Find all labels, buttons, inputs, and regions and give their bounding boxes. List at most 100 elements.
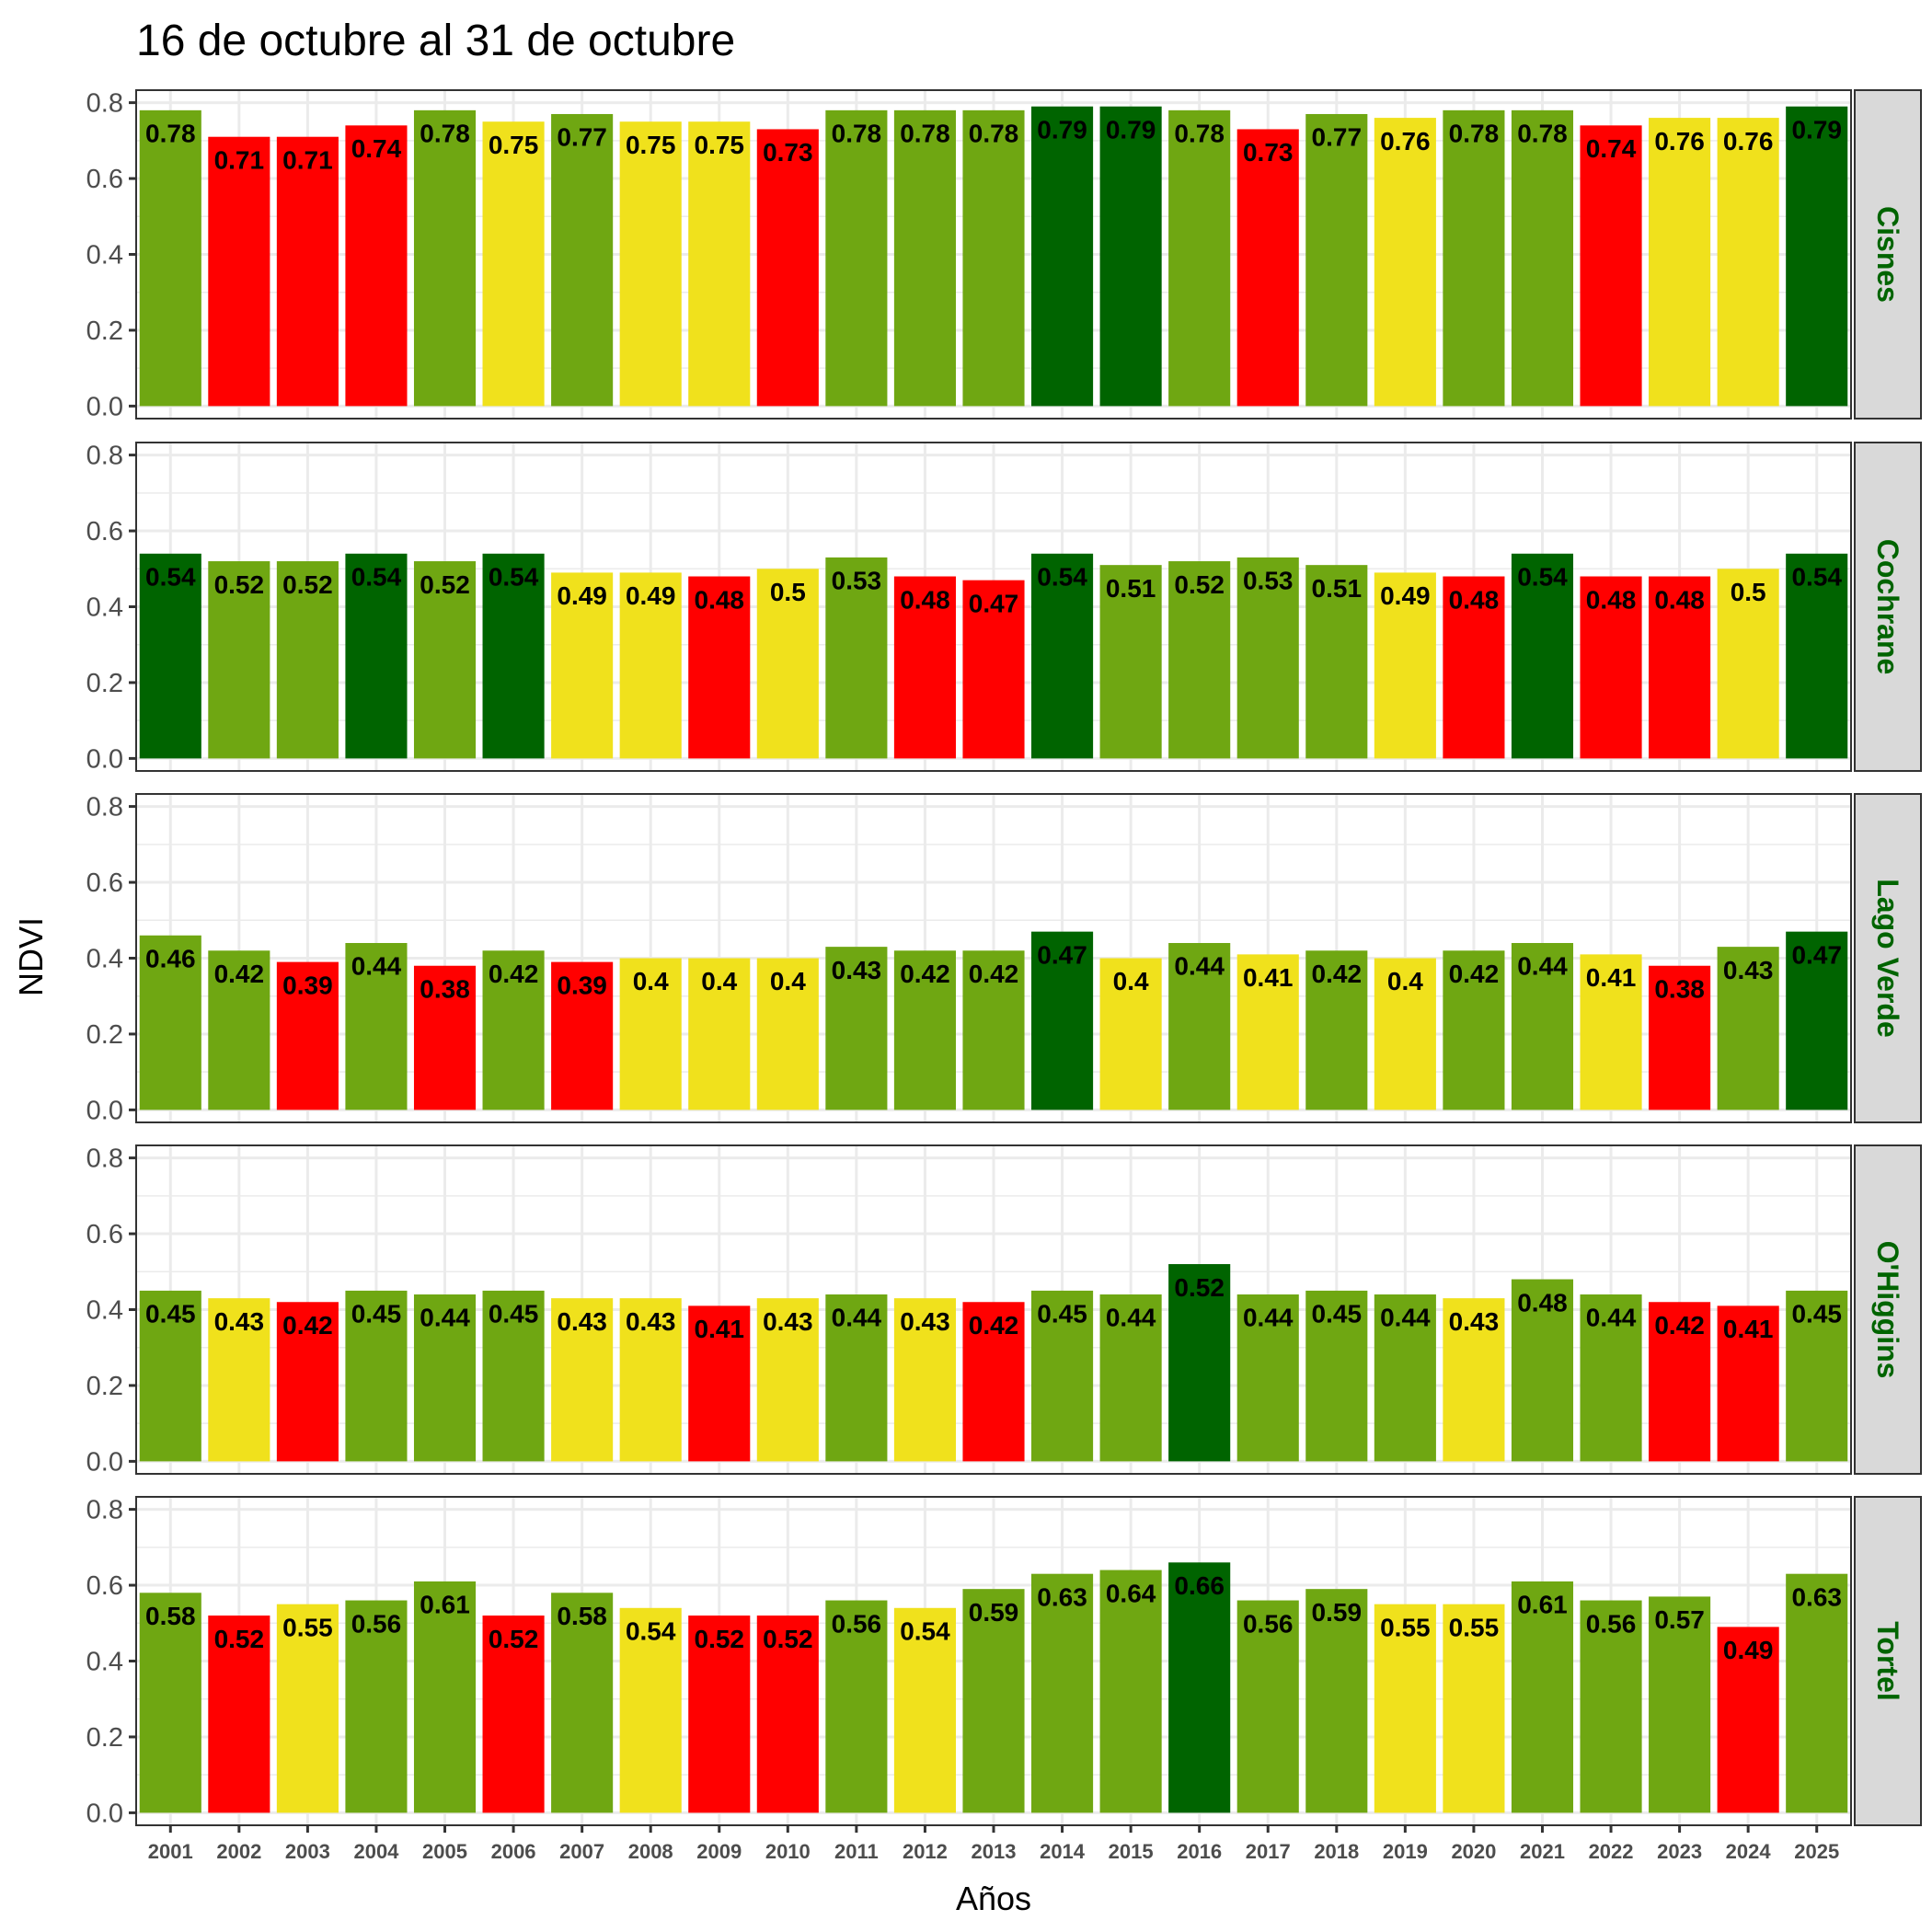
bar-value-label: 0.44 — [1174, 952, 1225, 981]
bar — [208, 561, 270, 759]
bar-value-label: 0.63 — [1791, 1582, 1842, 1611]
bar-value-label: 0.55 — [1449, 1613, 1500, 1641]
bar-value-label: 0.52 — [214, 570, 265, 599]
bar — [893, 1607, 956, 1813]
bar — [756, 569, 819, 759]
bar-value-label: 0.56 — [1243, 1609, 1294, 1638]
y-tick-label: 0.6 — [86, 868, 123, 898]
bar — [893, 950, 956, 1110]
facet-strip — [1854, 793, 1922, 1123]
bar-value-label: 0.52 — [489, 1625, 539, 1653]
bar-value-label: 0.5 — [770, 578, 806, 606]
bar — [1236, 1294, 1299, 1462]
bar-value-label: 0.77 — [557, 123, 607, 152]
bar — [1717, 1627, 1779, 1813]
bar-value-label: 0.52 — [695, 1625, 745, 1653]
bar-value-label: 0.48 — [1449, 585, 1500, 614]
bar — [208, 136, 270, 407]
bar-value-label: 0.45 — [145, 1300, 196, 1328]
bar-value-label: 0.78 — [1174, 120, 1225, 148]
facet-strip-label: Cochrane — [1871, 539, 1904, 675]
bar — [482, 950, 545, 1110]
bar — [1305, 1589, 1368, 1813]
bar-value-label: 0.47 — [1791, 940, 1842, 969]
bar — [482, 121, 545, 407]
bar-value-label: 0.76 — [1380, 127, 1431, 155]
y-tick-label: 0.4 — [86, 241, 123, 270]
y-tick-label: 0.8 — [86, 793, 123, 822]
bar-value-label: 0.55 — [1380, 1613, 1431, 1641]
x-tick-label: 2016 — [1177, 1840, 1222, 1863]
bar — [413, 109, 477, 407]
bar-value-label: 0.48 — [695, 585, 745, 614]
bar-value-label: 0.45 — [351, 1300, 402, 1328]
bar-value-label: 0.42 — [282, 1311, 333, 1340]
bar-value-label: 0.56 — [832, 1609, 882, 1638]
bar-value-label: 0.47 — [1037, 940, 1087, 969]
bar — [1649, 576, 1711, 759]
bar — [1786, 106, 1848, 407]
bar — [1168, 561, 1231, 759]
facet-panels: 0.78 0.71 0.71 0.74 0.78 0.75 0.77 0.75 0.75 0.73… — [86, 89, 1922, 1828]
y-tick-label: 0.8 — [86, 89, 123, 119]
bar-value-label: 0.75 — [489, 131, 539, 159]
bar-value-label: 0.46 — [145, 945, 196, 973]
bar — [1099, 565, 1162, 759]
bar-value-label: 0.44 — [832, 1304, 882, 1332]
bar-value-label: 0.54 — [626, 1617, 676, 1646]
bar — [139, 1290, 201, 1462]
x-tick-label: 2006 — [491, 1840, 536, 1863]
bar-value-label: 0.45 — [489, 1300, 539, 1328]
y-tick-label: 0.2 — [86, 316, 123, 346]
bar-value-label: 0.49 — [626, 581, 676, 610]
x-tick-label: 2001 — [148, 1840, 193, 1863]
bar — [619, 572, 682, 759]
bar — [413, 965, 477, 1110]
bar-value-label: 0.74 — [351, 134, 402, 163]
bar-value-label: 0.54 — [900, 1617, 950, 1646]
x-tick-label: 2024 — [1726, 1840, 1772, 1863]
bar — [1580, 1600, 1642, 1813]
bar-value-label: 0.44 — [1380, 1304, 1431, 1332]
bar — [139, 1593, 201, 1813]
bar-value-label: 0.43 — [763, 1307, 813, 1336]
bar — [276, 1604, 339, 1813]
facet-panel: 0.78 0.71 0.71 0.74 0.78 0.75 0.77 0.75 0.75 0.73… — [86, 89, 1922, 421]
bar-value-label: 0.48 — [900, 585, 950, 614]
bar-value-label: 0.43 — [1449, 1307, 1500, 1336]
bar — [482, 553, 545, 759]
bar — [1374, 1294, 1436, 1462]
bar-value-label: 0.75 — [695, 131, 745, 159]
x-tick-label: 2025 — [1794, 1840, 1839, 1863]
bar — [688, 958, 751, 1110]
facet-strip-label: Tortel — [1871, 1621, 1904, 1701]
bar — [1580, 125, 1642, 407]
bar-value-label: 0.44 — [1106, 1304, 1156, 1332]
x-tick-label: 2019 — [1383, 1840, 1428, 1863]
facet-strip — [1854, 89, 1922, 420]
bar — [1168, 943, 1231, 1110]
bar-value-label: 0.48 — [1517, 1288, 1568, 1317]
bar — [1031, 1573, 1094, 1813]
y-tick-label: 0.2 — [86, 669, 123, 698]
bar-value-label: 0.78 — [145, 120, 196, 148]
bar-value-label: 0.52 — [1174, 570, 1225, 599]
bar — [756, 129, 819, 407]
bar-value-label: 0.79 — [1037, 115, 1087, 144]
y-tick-label: 0.6 — [86, 517, 123, 546]
bar-value-label: 0.57 — [1654, 1605, 1705, 1634]
bar — [1511, 1581, 1574, 1813]
y-tick-label: 0.2 — [86, 1723, 123, 1753]
bar-value-label: 0.44 — [1586, 1304, 1637, 1332]
facet-panel: 0.58 0.52 0.55 0.56 0.61 0.52 0.58 0.54 0.52 0.52… — [86, 1496, 1922, 1828]
bar-value-label: 0.59 — [969, 1598, 1019, 1627]
bar — [1443, 109, 1505, 407]
bar-value-label: 0.48 — [1654, 585, 1705, 614]
y-tick-label: 0.4 — [86, 593, 123, 623]
bar-value-label: 0.73 — [763, 138, 813, 167]
y-tick-label: 0.6 — [86, 1220, 123, 1249]
bar — [756, 1616, 819, 1813]
bar-value-label: 0.58 — [145, 1602, 196, 1630]
bar-value-label: 0.4 — [633, 967, 669, 995]
bar — [208, 1298, 270, 1462]
